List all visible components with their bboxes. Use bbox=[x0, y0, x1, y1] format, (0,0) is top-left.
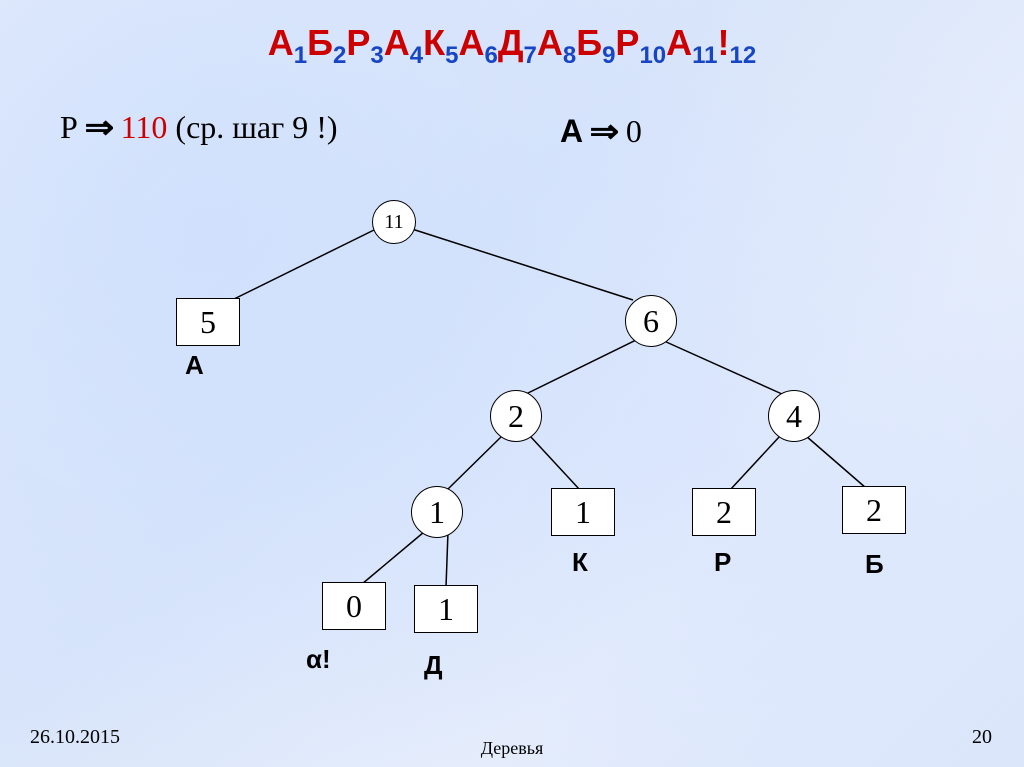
tree-leaf: 2 bbox=[842, 486, 906, 534]
tree-edge bbox=[446, 532, 448, 587]
node-value: 11 bbox=[384, 211, 403, 234]
node-value: 2 bbox=[866, 492, 882, 529]
leaf-label: α! bbox=[306, 644, 331, 675]
tree-node: 1 bbox=[411, 486, 463, 538]
node-value: 0 bbox=[346, 588, 362, 625]
tree-node: 4 bbox=[768, 390, 820, 442]
node-value: 1 bbox=[429, 494, 445, 531]
tree-edges bbox=[0, 0, 1024, 767]
tree-leaf: 2 bbox=[692, 488, 756, 536]
tree-node: 2 bbox=[490, 390, 542, 442]
leaf-label: Б bbox=[865, 549, 884, 580]
leaf-label: Д bbox=[424, 650, 443, 681]
tree-leaf: 1 bbox=[414, 585, 478, 633]
tree-node: 11 bbox=[372, 200, 416, 244]
leaf-label: А bbox=[185, 350, 204, 381]
node-value: 2 bbox=[508, 398, 524, 435]
tree-diagram: 115624112201 АКРБα!Д bbox=[0, 0, 1024, 767]
node-value: 2 bbox=[716, 494, 732, 531]
node-value: 5 bbox=[200, 304, 216, 341]
footer-caption: Деревья bbox=[0, 738, 1024, 759]
leaf-label: К bbox=[572, 547, 588, 578]
tree-node: 6 bbox=[625, 295, 677, 347]
tree-edge bbox=[232, 229, 376, 300]
tree-edge bbox=[530, 436, 580, 490]
tree-edge bbox=[664, 341, 782, 394]
tree-edge bbox=[526, 340, 636, 394]
node-value: 6 bbox=[643, 303, 659, 340]
node-value: 1 bbox=[438, 591, 454, 628]
tree-leaf: 0 bbox=[322, 582, 386, 630]
leaf-label: Р bbox=[714, 547, 731, 578]
tree-edge bbox=[412, 229, 633, 300]
tree-edge bbox=[806, 436, 866, 488]
tree-edge bbox=[730, 436, 780, 490]
node-value: 4 bbox=[786, 398, 802, 435]
tree-edge bbox=[362, 532, 424, 584]
tree-leaf: 5 bbox=[176, 298, 240, 346]
node-value: 1 bbox=[575, 494, 591, 531]
tree-edge bbox=[447, 436, 502, 490]
tree-leaf: 1 bbox=[551, 488, 615, 536]
